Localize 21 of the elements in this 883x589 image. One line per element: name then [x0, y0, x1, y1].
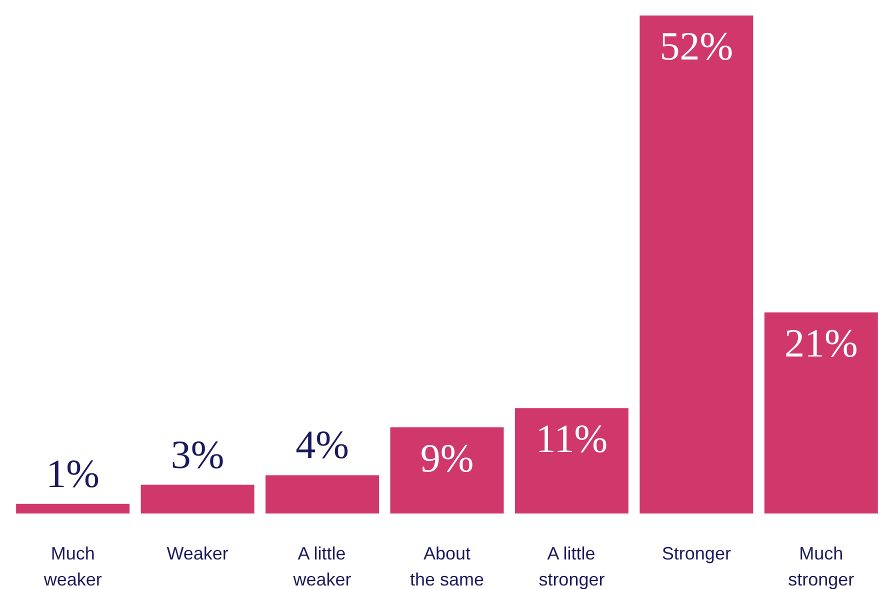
- data-label: 3%: [170, 432, 224, 477]
- data-label: 21%: [784, 320, 858, 366]
- x-tick-label: Stronger: [662, 544, 731, 564]
- data-label: 1%: [46, 450, 100, 496]
- bar: [266, 475, 380, 514]
- bar: [514, 408, 628, 514]
- x-tick-label: Much stronger: [788, 544, 854, 589]
- x-tick-label: A little stronger: [538, 544, 605, 589]
- bar: [140, 484, 254, 514]
- x-tick-label: About the same: [410, 544, 484, 589]
- bar: [390, 427, 504, 514]
- x-tick-label: Much weaker: [42, 544, 102, 589]
- data-label: 52%: [660, 24, 734, 68]
- x-tick-label: A little weaker: [292, 544, 352, 589]
- data-label: 9%: [420, 435, 474, 480]
- x-tick-label: Weaker: [166, 544, 228, 564]
- bar: [764, 312, 878, 514]
- data-label: 4%: [296, 422, 349, 468]
- data-label: 11%: [536, 416, 608, 462]
- bar: [16, 504, 130, 514]
- bar: [640, 16, 754, 514]
